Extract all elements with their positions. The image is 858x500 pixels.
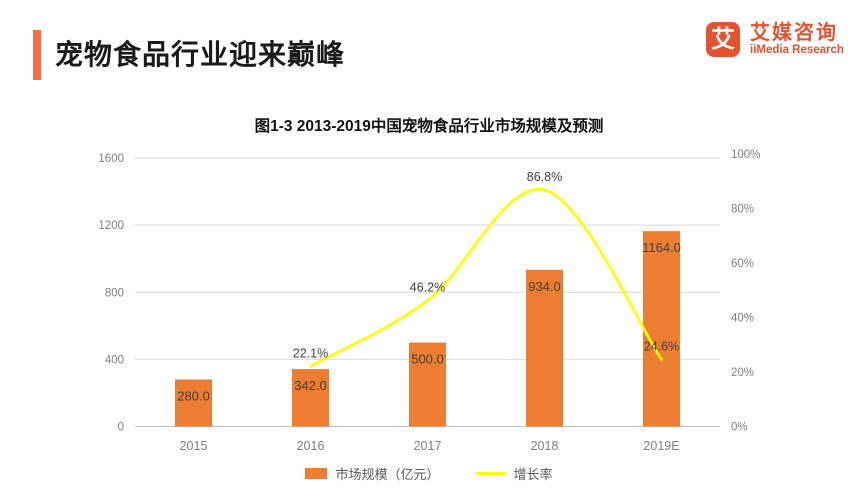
brand-text: 艾媒咨询 iiMedia Research [750, 22, 844, 57]
title-accent-bar [33, 30, 41, 80]
right-axis-tick-label: 20% [731, 367, 754, 379]
bar-value-label: 934.0 [528, 279, 561, 294]
chart-title: 图1-3 2013-2019中国宠物食品行业市场规模及预测 [254, 118, 604, 135]
right-axis-tick-label: 0% [731, 422, 748, 434]
right-axis-tick-label: 40% [731, 313, 754, 325]
right-axis-tick-label: 80% [731, 204, 754, 216]
left-axis-tick-label: 400 [105, 354, 124, 366]
growth-rate-line [309, 187, 663, 368]
growth-rate-label: 24.6% [644, 339, 679, 353]
x-axis-category-label: 2016 [297, 439, 325, 453]
right-axis-tick-label: 100% [731, 149, 760, 161]
x-axis-category-label: 2017 [414, 439, 442, 453]
left-axis-tick-label: 800 [105, 287, 124, 299]
bar-2016 [292, 369, 329, 427]
left-axis-tick-label: 1600 [98, 153, 124, 165]
right-axis-tick-label: 60% [731, 258, 754, 270]
bar-value-label: 342.0 [294, 378, 327, 393]
brand-name-en: iiMedia Research [750, 44, 844, 56]
brand-logo: 艾 艾媒咨询 iiMedia Research [706, 22, 844, 57]
legend-line-swatch [475, 472, 506, 475]
bar-2015 [175, 379, 212, 427]
bar-2017 [409, 342, 446, 427]
iimedia-logo-icon: 艾 [706, 22, 740, 57]
x-axis-category-label: 2015 [180, 439, 208, 453]
left-axis-tick-label: 1200 [98, 220, 124, 232]
x-axis-category-label: 2019E [643, 439, 679, 453]
legend-bar-swatch [305, 468, 328, 479]
brand-name-cn: 艾媒咨询 [750, 22, 838, 44]
bar-2018 [526, 269, 563, 427]
growth-rate-label: 22.1% [293, 346, 328, 360]
legend-line-label: 增长率 [513, 467, 553, 482]
growth-rate-label: 86.8% [527, 170, 562, 184]
chart-legend: 市场规模（亿元） 增长率 [0, 464, 858, 483]
page-title: 宠物食品行业迎来巅峰 [55, 39, 346, 70]
bar-value-label: 1164.0 [642, 240, 681, 255]
growth-rate-label: 46.2% [410, 281, 445, 295]
bar-value-label: 500.0 [411, 352, 444, 367]
x-axis-category-label: 2018 [531, 439, 559, 453]
logo-glyph: 艾 [711, 26, 735, 53]
legend-bar-label: 市场规模（亿元） [335, 467, 440, 482]
bar-2019E [643, 231, 680, 427]
bar-value-label: 280.0 [177, 389, 210, 404]
left-axis-tick-label: 0 [118, 422, 124, 434]
